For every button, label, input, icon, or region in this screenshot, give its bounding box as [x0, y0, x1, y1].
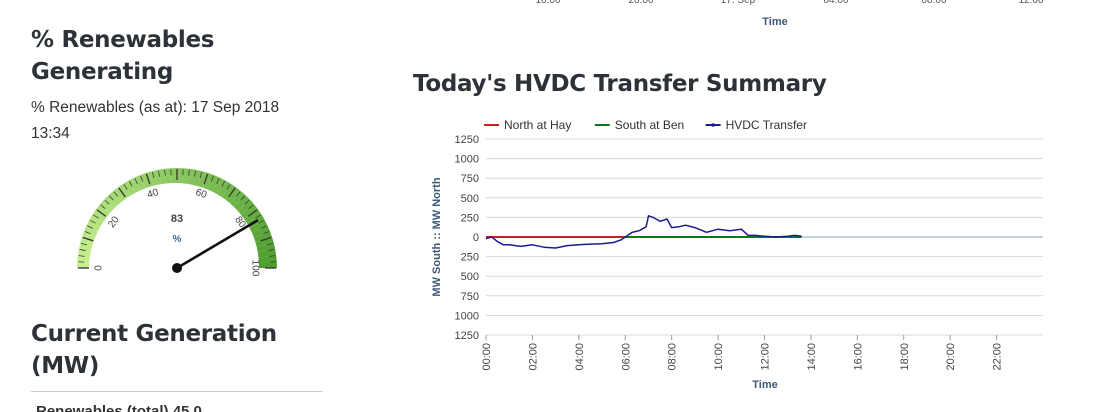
previous-chart-tick-label: 17. Sep [721, 0, 756, 6]
y-axis-label: MW South :: MW North [431, 177, 443, 296]
previous-chart-tick-label: 20:00 [628, 0, 653, 6]
gauge-value: 83 [171, 213, 183, 225]
legend-label-north-at-hay[interactable]: North at Hay [504, 118, 571, 132]
previous-chart-tick-label: 16:00 [535, 0, 560, 6]
section-divider [31, 391, 323, 392]
x-tick-label: 06:00 [620, 343, 632, 371]
y-tick-label: 750 [461, 291, 479, 303]
gauge-tick-label: 60 [194, 187, 208, 201]
previous-chart-tick-label: 04:00 [823, 0, 848, 6]
y-tick-label: 1250 [455, 134, 479, 146]
previous-chart-tick-label: 12:00 [1018, 0, 1043, 6]
x-axis-label: Time [752, 379, 777, 391]
x-tick-label: 04:00 [574, 343, 586, 371]
x-tick-labels: 00:00 02:00 04:00 06:00 08:00 10:00 12:00 14:00… [481, 343, 1004, 371]
y-tick-label: 0 [473, 232, 479, 244]
x-tick-label: 18:00 [899, 343, 911, 371]
previous-chart-tick-label: 08:00 [921, 0, 946, 6]
y-tick-label: 250 [461, 252, 479, 264]
x-tick-label: 02:00 [527, 343, 539, 371]
hvdc-title: Today's HVDC Transfer Summary [413, 68, 827, 100]
chart-legend: North at Hay South at Ben HVDC Transfer [484, 118, 807, 132]
x-tick-label: 16:00 [852, 343, 864, 371]
y-tick-labels: 1250 1000 750 500 250 0 250 500 750 1000 1250 [455, 134, 479, 342]
gauge-pivot [172, 263, 182, 273]
gauge-band-segment [177, 168, 183, 183]
previous-chart-xlabel: Time [762, 16, 787, 28]
x-tick-label: 10:00 [713, 343, 725, 371]
renewables-title: % Renewables Generating [31, 24, 291, 88]
y-tick-label: 1000 [455, 310, 479, 322]
gauge-tick-label: 100 [249, 260, 260, 277]
legend-label-hvdc-transfer[interactable]: HVDC Transfer [726, 118, 807, 132]
y-tick-label: 250 [461, 212, 479, 224]
legend-label-south-at-ben[interactable]: South at Ben [615, 118, 684, 132]
x-tick-label: 22:00 [992, 343, 1004, 371]
x-tick-label: 08:00 [667, 343, 679, 371]
chart-series [486, 216, 802, 248]
chart-grid [486, 139, 1043, 340]
gauge-band-segment [77, 262, 89, 268]
gauge-needle [177, 220, 258, 268]
current-generation-title: Current Generation (MW) [31, 318, 311, 382]
gauge-unit: % [173, 234, 182, 245]
gauge-tick-label: 40 [146, 187, 160, 201]
renewables-subtitle: % Renewables (as at): 17 Sep 2018 13:34 [31, 95, 321, 147]
y-tick-label: 750 [461, 173, 479, 185]
series-line-hvdc-transfer [486, 216, 802, 248]
x-tick-label: 12:00 [760, 343, 772, 371]
x-tick-label: 14:00 [806, 343, 818, 371]
y-tick-label: 1250 [455, 330, 479, 342]
gauge-band-segment [171, 168, 177, 183]
hvdc-chart: North at Hay South at Ben HVDC Transfer 12… [413, 110, 1063, 410]
renewables-total-row: Renewables (total) 45.0 [36, 402, 296, 412]
x-tick-label: 20:00 [945, 343, 957, 371]
y-tick-label: 1000 [455, 154, 479, 166]
y-tick-label: 500 [461, 193, 479, 205]
gauge-tick-label: 20 [106, 214, 122, 230]
previous-chart-axis: 16:00 20:00 17. Sep 04:00 08:00 12:00 Time [420, 0, 1060, 32]
previous-chart-tick-labels: 16:00 20:00 17. Sep 04:00 08:00 12:00 [535, 0, 1043, 6]
legend-marker [711, 123, 715, 127]
y-tick-label: 500 [461, 271, 479, 283]
x-tick-label: 00:00 [481, 343, 493, 371]
gauge-tick-label: 0 [94, 265, 105, 271]
